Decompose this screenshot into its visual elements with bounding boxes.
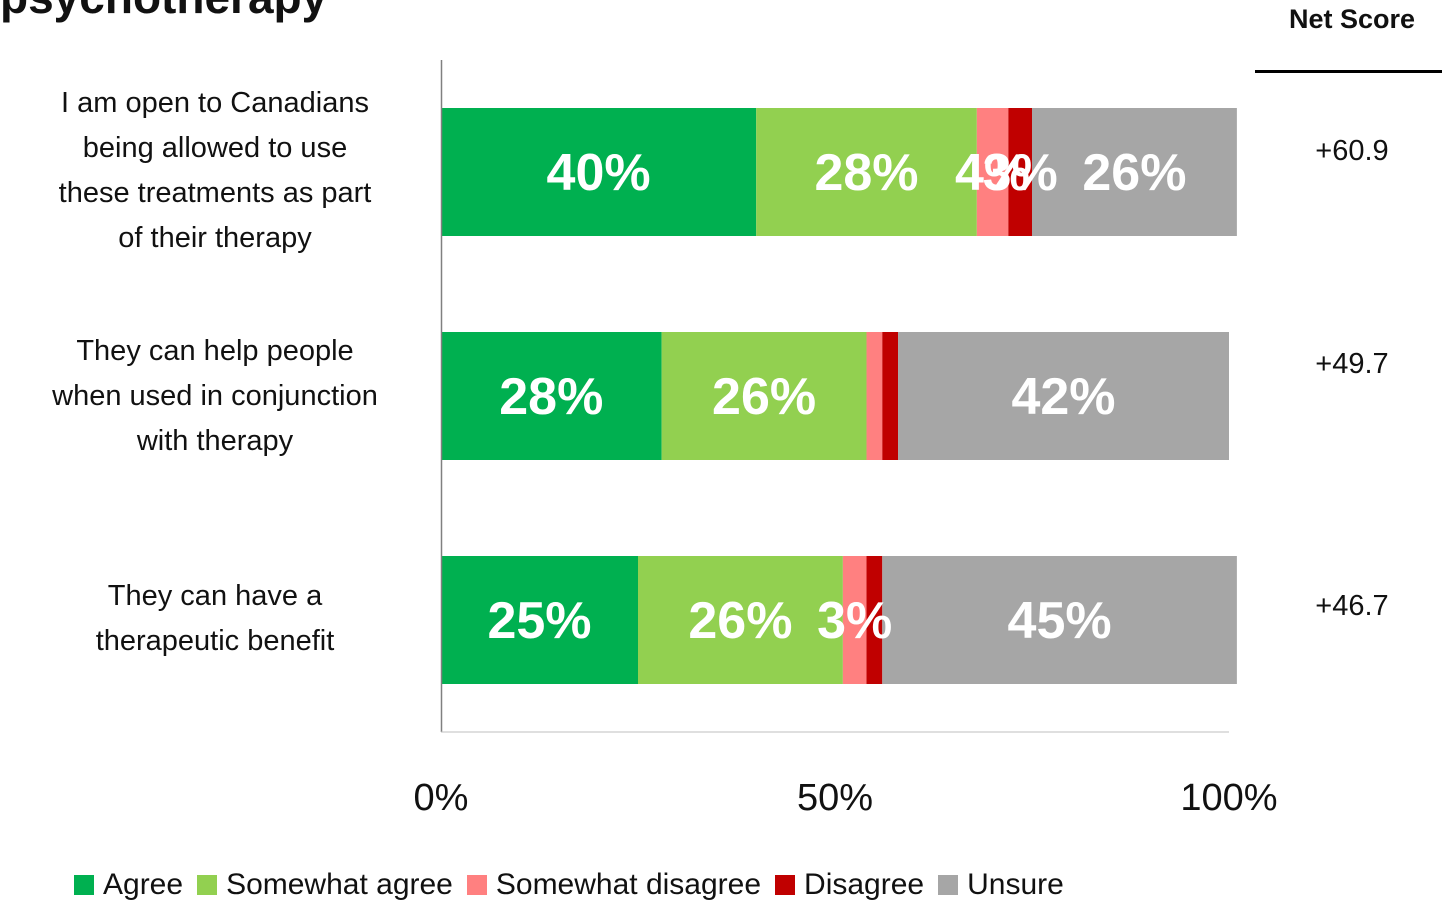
bar-data-label: 26%: [1082, 144, 1186, 202]
bar-segment-disagree: [882, 332, 899, 460]
chart-legend: Agree Somewhat agree Somewhat disagree Disa…: [74, 868, 1078, 902]
bar-segment-unsure: [898, 332, 1229, 460]
bar-data-label: 26%: [712, 368, 816, 426]
legend-swatch: [197, 875, 218, 895]
category-label: They can have a therapeutic benefit: [95, 580, 335, 657]
bar-segment-agree: [441, 556, 638, 684]
bar-segment-disagree: [866, 556, 883, 684]
net-score-header: Net Score: [1288, 4, 1416, 34]
bar-data-label: 4%: [955, 144, 1030, 202]
bar-segment-somewhat-disagree: [976, 108, 1009, 236]
bar-data-label: 3%: [817, 592, 892, 650]
legend-label: Somewhat agree: [226, 868, 453, 901]
bar-segment-somewhat-disagree: [842, 556, 867, 684]
legend-item-unsure: Unsure: [938, 868, 1064, 902]
bar-segment-disagree: [1008, 108, 1032, 236]
bar-segment-somewhat-agree: [756, 108, 977, 236]
bar-data-label: 3%: [983, 144, 1058, 202]
legend-swatch: [938, 875, 959, 895]
bar-data-label: 40%: [547, 144, 651, 202]
legend-swatch: [74, 875, 94, 895]
bar-data-label: 45%: [1008, 592, 1112, 650]
legend-item-somewhat-agree: Somewhat agree: [197, 868, 453, 902]
bar-data-label: 42%: [1011, 368, 1115, 426]
legend-swatch: [466, 875, 487, 895]
chart-title: psychotherapy: [0, 0, 327, 24]
net-score-value: +60.9: [1315, 135, 1389, 167]
category-label: They can help people when used in conjun…: [52, 334, 378, 457]
legend-label: Agree: [103, 868, 184, 901]
legend-label: Disagree: [804, 868, 925, 901]
bar-segment-somewhat-disagree: [866, 332, 883, 460]
bar-segment-somewhat-agree: [638, 556, 843, 684]
bar-data-label: 25%: [487, 592, 591, 650]
x-tick-label: 50%: [797, 777, 873, 819]
legend-label: Somewhat disagree: [495, 868, 762, 901]
bar-data-label: 28%: [814, 144, 918, 202]
bar-segment-agree: [441, 332, 662, 460]
bar-segment-unsure: [1032, 108, 1237, 236]
legend-item-disagree: Disagree: [775, 868, 924, 902]
bar-segment-unsure: [882, 556, 1237, 684]
bar-data-label: 26%: [688, 592, 792, 650]
net-score-value: +46.7: [1315, 590, 1389, 622]
x-tick-label: 0%: [414, 777, 469, 819]
net-score-value: +49.7: [1315, 348, 1389, 380]
bar-data-label: 28%: [499, 368, 603, 426]
category-label: I am open to Canadians being allowed to …: [58, 87, 372, 254]
legend-label: Unsure: [967, 868, 1064, 901]
bar-segment-agree: [441, 108, 757, 236]
legend-item-agree: Agree: [74, 868, 183, 902]
legend-swatch: [775, 875, 796, 895]
bar-segment-somewhat-agree: [661, 332, 867, 460]
legend-item-somewhat-disagree: Somewhat disagree: [466, 868, 762, 902]
x-tick-label: 100%: [1180, 777, 1277, 819]
net-score-divider: [1255, 70, 1442, 73]
